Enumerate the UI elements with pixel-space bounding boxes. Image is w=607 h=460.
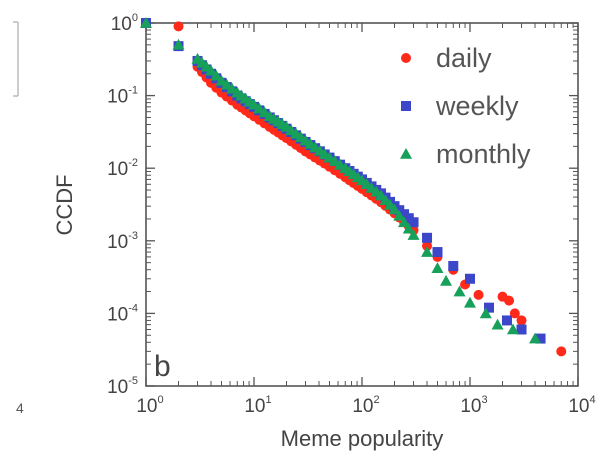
point-weekly — [448, 260, 459, 271]
point-monthly — [205, 64, 218, 76]
y-tick-label: 100 — [111, 12, 138, 35]
y-tick-label: 10-4 — [107, 302, 138, 325]
legend-label-weekly: weekly — [435, 91, 519, 121]
point-weekly — [516, 324, 527, 335]
point-daily — [509, 308, 520, 319]
y-axis-label: CCDF — [52, 174, 77, 235]
legend-marker-daily — [401, 53, 411, 63]
point-monthly — [210, 69, 223, 81]
y-tick-label: 10-2 — [107, 157, 138, 180]
point-monthly — [453, 285, 466, 297]
point-daily — [504, 295, 515, 306]
legend-marker-monthly — [400, 148, 412, 159]
point-monthly — [491, 318, 504, 330]
point-daily — [516, 315, 527, 326]
x-tick-label: 101 — [244, 394, 271, 417]
point-daily — [173, 21, 184, 32]
point-weekly — [422, 232, 433, 243]
point-monthly — [506, 323, 519, 335]
x-tick-label: 102 — [352, 394, 379, 417]
point-weekly — [484, 302, 495, 313]
x-tick-label: 104 — [568, 394, 595, 417]
series-monthly — [140, 17, 542, 344]
panel-label: b — [154, 350, 171, 383]
y-tick-label: 10-1 — [107, 85, 138, 108]
point-daily — [422, 240, 433, 251]
point-monthly — [529, 332, 542, 344]
point-monthly — [440, 274, 453, 286]
legend-label-monthly: monthly — [436, 139, 531, 169]
legend-marker-weekly — [401, 101, 411, 111]
point-weekly — [432, 247, 443, 258]
legend: daily weekly monthly — [400, 43, 531, 169]
x-tick-label: 100 — [136, 394, 163, 417]
y-tick-label: 10-5 — [107, 375, 138, 398]
point-monthly — [398, 216, 411, 228]
point-monthly — [479, 307, 492, 319]
legend-label-daily: daily — [436, 43, 492, 73]
point-weekly — [408, 217, 419, 228]
point-monthly — [393, 209, 406, 221]
point-monthly — [421, 246, 434, 257]
point-weekly — [535, 333, 546, 344]
point-weekly — [465, 273, 475, 284]
x-axis-label: Meme popularity — [281, 426, 444, 451]
point-monthly — [140, 17, 152, 28]
point-weekly — [501, 315, 512, 326]
point-daily — [473, 289, 484, 300]
plot-area: 100 101 102 103 104 100 10-1 10-2 10-3 10-4 10-5 — [107, 12, 596, 417]
axis-ticks: 100 101 102 103 104 100 10-1 10-2 10-3 10-4 10-5 — [107, 12, 596, 417]
point-monthly — [431, 262, 444, 273]
data-points — [140, 17, 567, 357]
point-monthly — [407, 229, 420, 240]
point-monthly — [172, 38, 185, 50]
y-tick-label: 10-3 — [107, 230, 138, 253]
point-monthly — [388, 203, 401, 215]
point-daily — [556, 346, 567, 357]
edge-fragment-text: 4 — [16, 400, 24, 416]
point-monthly — [464, 296, 476, 308]
point-monthly — [402, 222, 415, 234]
x-tick-label: 103 — [460, 394, 487, 417]
